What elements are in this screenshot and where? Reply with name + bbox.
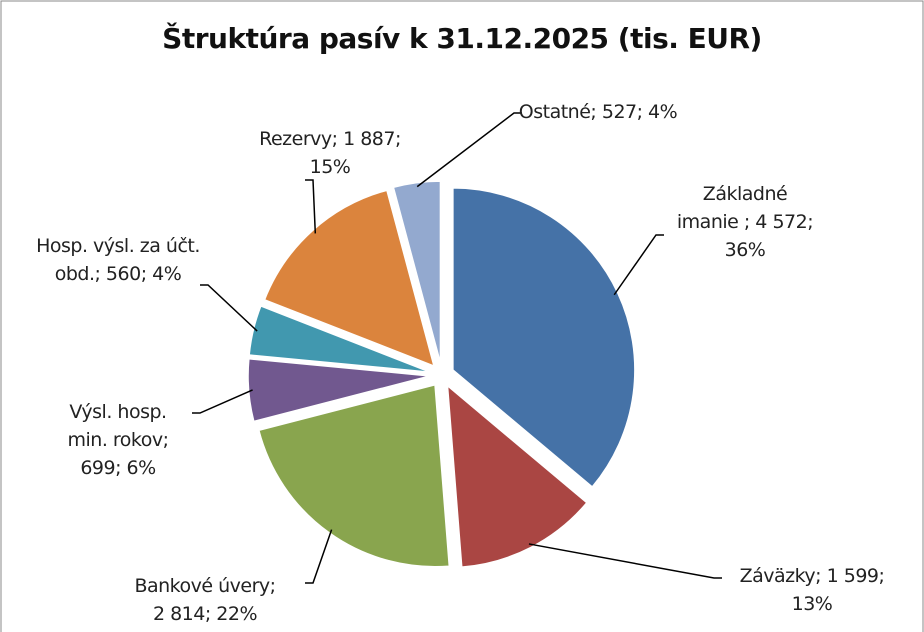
pie-slice: [392, 180, 442, 364]
chart-title: Štruktúra pasív k 31.12.2025 (tis. EUR): [162, 22, 762, 55]
data-label: Ostatné; 527; 4%: [518, 101, 678, 123]
leader-line: [305, 179, 317, 234]
data-label: Rezervy; 1 887; 15%: [259, 128, 401, 178]
leader-line: [192, 389, 253, 414]
data-label: Výsl. hosp. min. rokov; 699; 6%: [67, 401, 169, 479]
data-label: Základné imanie ; 4 572; 36%: [676, 183, 814, 261]
pie-slice: [247, 357, 431, 423]
pie-slice: [452, 187, 636, 489]
pie-slice: [446, 383, 588, 568]
data-label: Záväzky; 1 599; 13%: [739, 565, 885, 615]
pie-slice: [257, 383, 451, 568]
leader-line: [613, 234, 664, 296]
pie-slice: [248, 305, 431, 373]
pie-slice: [263, 189, 436, 368]
leader-line: [416, 112, 522, 188]
leader-line: [200, 284, 258, 332]
leader-line: [305, 529, 333, 584]
data-label: Bankové úvery; 2 814; 22%: [134, 575, 276, 625]
leader-line: [528, 543, 722, 579]
data-label: Hosp. výsl. za účt. obd.; 560; 4%: [36, 235, 200, 285]
